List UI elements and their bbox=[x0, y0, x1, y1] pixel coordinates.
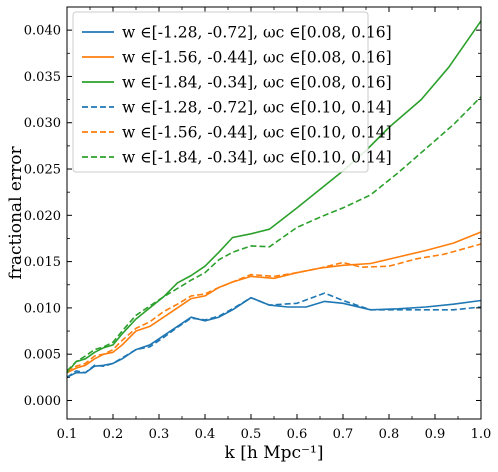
x-tick-label: 0.8 bbox=[379, 427, 400, 442]
legend-box bbox=[72, 11, 369, 173]
x-tick-label: 0.5 bbox=[241, 427, 262, 442]
x-tick-label: 1.0 bbox=[471, 427, 492, 442]
y-tick-label: 0.040 bbox=[24, 24, 61, 39]
x-tick-label: 0.2 bbox=[103, 427, 124, 442]
series-line-5 bbox=[66, 243, 482, 372]
legend-label-3: w ∈[-1.84, -0.34], ωc ∈[0.08, 0.16] bbox=[122, 74, 392, 92]
y-tick-label: 0.025 bbox=[24, 163, 61, 178]
axes-layer: 0.1 0.2 0.3 0.4 0.5 0.6 0.7 0.8 0.9 1.0 0.000 0.005… bbox=[24, 7, 492, 442]
y-tick-label: 0.020 bbox=[24, 209, 61, 224]
y-tick-label: 0.035 bbox=[24, 70, 61, 85]
legend-label-2: w ∈[-1.56, -0.44], ωc ∈[0.08, 0.16] bbox=[122, 49, 392, 67]
legend: w ∈[-1.28, -0.72], ωc ∈[0.08, 0.16] w ∈[-… bbox=[72, 11, 392, 173]
series-line-6 bbox=[66, 96, 482, 372]
series-line-4 bbox=[66, 292, 482, 378]
y-tick-label: 0.000 bbox=[24, 394, 61, 409]
y-tick-label: 0.010 bbox=[24, 301, 61, 316]
x-tick-label: 0.4 bbox=[195, 427, 216, 442]
x-axis-label: k [h Mpc⁻¹] bbox=[225, 443, 324, 463]
x-tick-label: 0.1 bbox=[57, 427, 78, 442]
x-tick-label: 0.9 bbox=[425, 427, 446, 442]
legend-label-5: w ∈[-1.56, -0.44], ωc ∈[0.10, 0.14] bbox=[122, 124, 392, 142]
x-tick-label: 0.6 bbox=[287, 427, 308, 442]
x-tick-label: 0.7 bbox=[333, 427, 354, 442]
y-tick-label: 0.005 bbox=[24, 348, 61, 363]
series-layer bbox=[66, 20, 482, 379]
legend-label-4: w ∈[-1.28, -0.72], ωc ∈[0.10, 0.14] bbox=[122, 99, 392, 117]
x-tick-label: 0.3 bbox=[149, 427, 170, 442]
legend-label-1: w ∈[-1.28, -0.72], ωc ∈[0.08, 0.16] bbox=[122, 24, 392, 42]
y-tick-label: 0.015 bbox=[24, 255, 61, 270]
legend-label-6: w ∈[-1.84, -0.34], ωc ∈[0.10, 0.14] bbox=[122, 149, 392, 167]
y-tick-label: 0.030 bbox=[24, 116, 61, 131]
y-axis-label: fractional error bbox=[6, 146, 26, 280]
